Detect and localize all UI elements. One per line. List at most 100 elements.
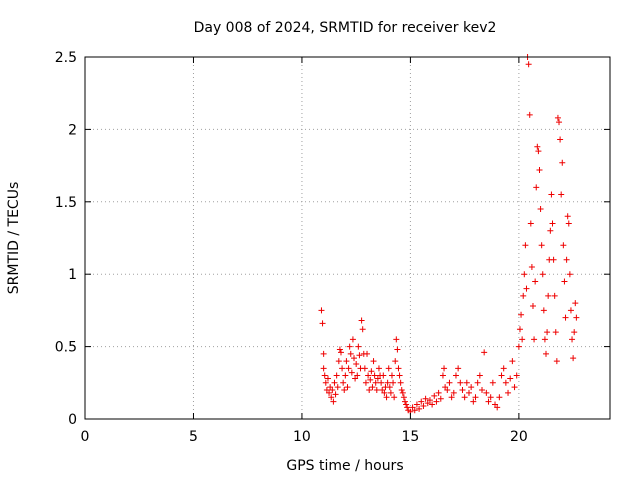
data-point xyxy=(371,372,378,379)
data-point xyxy=(558,191,565,198)
data-point xyxy=(320,350,327,357)
data-point xyxy=(336,346,343,353)
data-point xyxy=(403,401,410,408)
data-point xyxy=(483,389,490,396)
data-point xyxy=(337,349,344,356)
data-point xyxy=(446,379,453,386)
data-point xyxy=(515,343,522,350)
data-point xyxy=(368,368,375,375)
x-tick-label: 15 xyxy=(401,429,419,445)
data-point xyxy=(422,395,429,402)
chart-title: Day 008 of 2024, SRMTID for receiver kev… xyxy=(194,20,497,36)
data-point xyxy=(356,352,363,359)
data-point xyxy=(321,372,328,379)
data-point xyxy=(519,336,526,343)
data-point xyxy=(525,61,532,68)
data-point xyxy=(381,389,388,396)
data-point xyxy=(538,242,545,249)
data-point xyxy=(565,220,572,227)
data-point xyxy=(455,365,462,372)
data-point xyxy=(335,358,342,365)
data-point xyxy=(563,256,570,263)
data-point xyxy=(559,159,566,166)
data-point xyxy=(370,358,377,365)
data-point xyxy=(431,392,438,399)
data-point xyxy=(509,358,516,365)
axis-ticks: 0 0.5 1 1.5 2 2.5 0 5 10 15 20 xyxy=(55,50,610,445)
data-point xyxy=(522,242,529,249)
data-point xyxy=(392,358,399,365)
data-point xyxy=(339,365,346,372)
data-point xyxy=(479,387,486,394)
data-point xyxy=(391,394,398,401)
data-point xyxy=(329,387,336,394)
y-tick-label: 2 xyxy=(68,122,77,138)
data-point xyxy=(468,384,475,391)
data-point xyxy=(561,278,568,285)
data-point xyxy=(318,307,325,314)
data-point xyxy=(528,263,535,270)
data-point xyxy=(395,365,402,372)
data-point xyxy=(459,387,466,394)
y-tick-label: 1 xyxy=(68,267,77,283)
data-point xyxy=(342,372,349,379)
data-point xyxy=(369,384,376,391)
data-point xyxy=(362,379,369,386)
data-point xyxy=(562,314,569,321)
data-point xyxy=(334,384,341,391)
data-point xyxy=(413,401,420,408)
data-point xyxy=(529,303,536,310)
data-point xyxy=(481,349,488,356)
data-point xyxy=(556,119,563,126)
data-point xyxy=(333,372,340,379)
data-point xyxy=(397,379,404,386)
y-tick-label: 0.5 xyxy=(55,340,77,356)
data-point xyxy=(435,389,442,396)
data-point xyxy=(494,404,501,411)
data-point xyxy=(448,394,455,401)
data-point xyxy=(375,365,382,372)
data-point xyxy=(526,111,533,118)
data-point xyxy=(518,311,525,318)
data-point xyxy=(366,387,373,394)
x-axis-label: GPS time / hours xyxy=(286,458,403,474)
data-point xyxy=(544,329,551,336)
data-point xyxy=(332,391,339,398)
data-point xyxy=(385,365,392,372)
data-point xyxy=(472,394,479,401)
data-point xyxy=(346,343,353,350)
y-axis-label: SRMTID / TECUs xyxy=(6,182,22,295)
data-point xyxy=(341,387,348,394)
data-point xyxy=(489,379,496,386)
data-point xyxy=(388,372,395,379)
data-point xyxy=(550,256,557,263)
data-point xyxy=(572,300,579,307)
data-point xyxy=(400,394,407,401)
data-point xyxy=(470,398,477,405)
data-point xyxy=(463,379,470,386)
data-point xyxy=(416,405,423,412)
data-point xyxy=(348,369,355,376)
data-point xyxy=(347,350,354,357)
data-point xyxy=(387,389,394,396)
data-point xyxy=(548,191,555,198)
data-point xyxy=(351,355,358,362)
data-point xyxy=(331,379,338,386)
data-point xyxy=(461,394,468,401)
data-point xyxy=(573,314,580,321)
data-point xyxy=(569,336,576,343)
x-tick-label: 20 xyxy=(510,429,528,445)
data-point xyxy=(533,184,540,191)
data-point xyxy=(418,398,425,405)
data-point xyxy=(353,360,360,367)
data-point xyxy=(378,379,385,386)
data-point xyxy=(384,379,391,386)
data-point xyxy=(485,398,492,405)
data-point xyxy=(349,336,356,343)
data-point xyxy=(398,387,405,394)
data-point xyxy=(450,389,457,396)
data-point xyxy=(401,398,408,405)
data-point xyxy=(551,292,558,299)
y-tick-label: 2.5 xyxy=(55,50,77,66)
data-point xyxy=(549,220,556,227)
